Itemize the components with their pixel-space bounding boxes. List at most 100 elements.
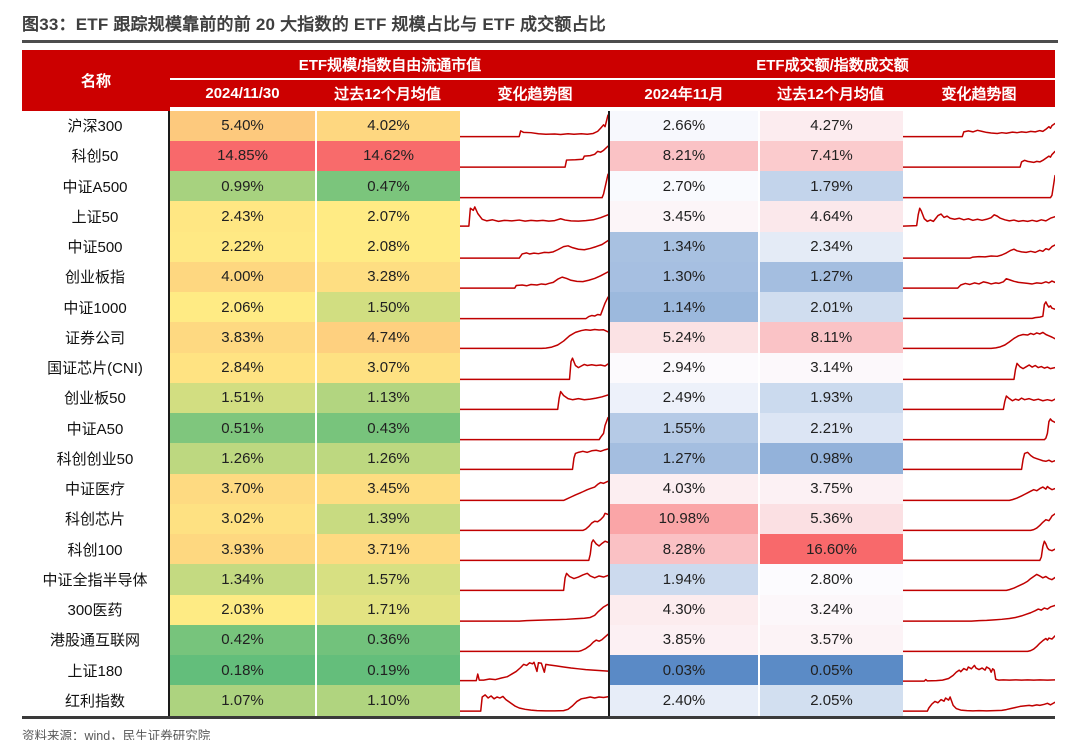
figure-title: 图33：ETF 跟踪规模靠前的前 20 大指数的 ETF 规模占比与 ETF 成… <box>22 15 607 34</box>
size-avg-cell: 4.02% <box>315 110 460 141</box>
turnover-avg-cell: 3.75% <box>758 473 903 504</box>
sparkline-chart <box>903 143 1055 169</box>
turnover-trend-sparkline <box>903 201 1055 232</box>
source-note: 资料来源：wind，民生证券研究院 <box>22 728 211 740</box>
turnover-current-cell: 2.49% <box>610 382 758 413</box>
size-avg-cell: 1.57% <box>315 564 460 595</box>
size-trend-sparkline <box>460 322 610 353</box>
size-current-cell: 2.43% <box>170 201 315 232</box>
turnover-current-cell: 8.28% <box>610 534 758 565</box>
sparkline-chart <box>460 143 608 169</box>
turnover-trend-sparkline <box>903 624 1055 655</box>
turnover-avg-cell: 2.80% <box>758 564 903 595</box>
index-name-cell: 科创50 <box>22 140 170 171</box>
turnover-avg-cell: 4.27% <box>758 110 903 141</box>
size-avg-cell: 1.39% <box>315 503 460 534</box>
size-trend-sparkline <box>460 624 610 655</box>
size-trend-sparkline <box>460 594 610 625</box>
turnover-avg-cell: 2.05% <box>758 685 903 716</box>
size-avg-cell: 1.10% <box>315 685 460 716</box>
index-name-cell: 红利指数 <box>22 685 170 716</box>
turnover-avg-cell: 1.27% <box>758 261 903 292</box>
index-name-cell: 300医药 <box>22 594 170 625</box>
sparkline-chart <box>903 113 1055 139</box>
header-turnover-avg: 过去12个月均值 <box>758 80 903 108</box>
sparkline-chart <box>903 264 1055 290</box>
turnover-avg-cell: 4.64% <box>758 201 903 232</box>
header-group-turnover: ETF成交额/指数成交额 <box>610 50 1055 78</box>
turnover-avg-cell: 1.93% <box>758 382 903 413</box>
size-avg-cell: 1.13% <box>315 382 460 413</box>
sparkline-chart <box>903 476 1055 502</box>
index-name-cell: 中证医疗 <box>22 473 170 504</box>
size-trend-sparkline <box>460 473 610 504</box>
turnover-trend-sparkline <box>903 413 1055 444</box>
sparkline-chart <box>460 173 608 199</box>
size-current-cell: 2.84% <box>170 352 315 383</box>
sparkline-chart <box>903 597 1055 623</box>
sparkline-chart <box>460 294 608 320</box>
size-trend-sparkline <box>460 443 610 474</box>
sparkline-chart <box>460 264 608 290</box>
sparkline-chart <box>903 234 1055 260</box>
turnover-avg-cell: 16.60% <box>758 534 903 565</box>
sparkline-chart <box>903 294 1055 320</box>
sparkline-chart <box>460 324 608 350</box>
index-name-cell: 中证A50 <box>22 413 170 444</box>
sparkline-chart <box>460 234 608 260</box>
size-trend-sparkline <box>460 110 610 141</box>
index-name-cell: 沪深300 <box>22 110 170 141</box>
turnover-avg-cell: 2.21% <box>758 413 903 444</box>
size-trend-sparkline <box>460 655 610 686</box>
header-size-current: 2024/11/30 <box>170 80 315 108</box>
turnover-current-cell: 5.24% <box>610 322 758 353</box>
size-avg-cell: 14.62% <box>315 140 460 171</box>
turnover-avg-cell: 0.05% <box>758 655 903 686</box>
size-trend-sparkline <box>460 413 610 444</box>
size-current-cell: 3.02% <box>170 503 315 534</box>
turnover-avg-cell: 2.01% <box>758 292 903 323</box>
sparkline-chart <box>460 385 608 411</box>
size-trend-sparkline <box>460 171 610 202</box>
index-name-cell: 科创100 <box>22 534 170 565</box>
size-avg-cell: 4.74% <box>315 322 460 353</box>
size-current-cell: 2.06% <box>170 292 315 323</box>
size-trend-sparkline <box>460 534 610 565</box>
sparkline-chart <box>460 415 608 441</box>
size-avg-cell: 3.71% <box>315 534 460 565</box>
etf-table: 名称 ETF规模/指数自由流通市值 ETF成交额/指数成交额 2024/11/3… <box>22 50 1055 719</box>
size-trend-sparkline <box>460 685 610 716</box>
size-avg-cell: 2.07% <box>315 201 460 232</box>
turnover-current-cell: 1.34% <box>610 231 758 262</box>
sparkline-chart <box>903 355 1055 381</box>
turnover-trend-sparkline <box>903 655 1055 686</box>
sparkline-chart <box>903 687 1055 713</box>
turnover-trend-sparkline <box>903 473 1055 504</box>
sparkline-chart <box>460 536 608 562</box>
size-trend-sparkline <box>460 352 610 383</box>
size-current-cell: 4.00% <box>170 261 315 292</box>
size-current-cell: 0.51% <box>170 413 315 444</box>
turnover-trend-sparkline <box>903 110 1055 141</box>
size-trend-sparkline <box>460 140 610 171</box>
size-current-cell: 2.03% <box>170 594 315 625</box>
turnover-current-cell: 1.55% <box>610 413 758 444</box>
sparkline-chart <box>903 536 1055 562</box>
turnover-trend-sparkline <box>903 534 1055 565</box>
sparkline-chart <box>903 385 1055 411</box>
turnover-current-cell: 3.45% <box>610 201 758 232</box>
turnover-current-cell: 1.30% <box>610 261 758 292</box>
size-current-cell: 0.99% <box>170 171 315 202</box>
turnover-current-cell: 10.98% <box>610 503 758 534</box>
turnover-trend-sparkline <box>903 261 1055 292</box>
sparkline-chart <box>903 203 1055 229</box>
sparkline-chart <box>460 476 608 502</box>
turnover-avg-cell: 7.41% <box>758 140 903 171</box>
turnover-current-cell: 2.70% <box>610 171 758 202</box>
turnover-current-cell: 4.30% <box>610 594 758 625</box>
size-trend-sparkline <box>460 503 610 534</box>
turnover-avg-cell: 3.24% <box>758 594 903 625</box>
size-avg-cell: 2.08% <box>315 231 460 262</box>
header-size-trend: 变化趋势图 <box>460 80 610 108</box>
index-name-cell: 上证180 <box>22 655 170 686</box>
